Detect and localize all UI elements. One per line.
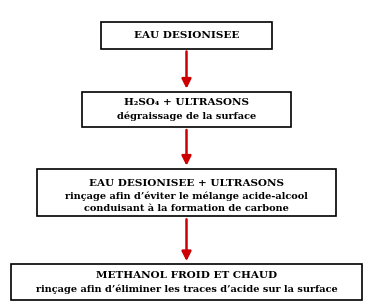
FancyBboxPatch shape: [11, 264, 362, 299]
FancyBboxPatch shape: [101, 22, 272, 48]
FancyBboxPatch shape: [37, 168, 336, 216]
Text: rinçage afin d’éliminer les traces d’acide sur la surface: rinçage afin d’éliminer les traces d’aci…: [36, 284, 337, 294]
Text: EAU DESIONISEE + ULTRASONS: EAU DESIONISEE + ULTRASONS: [89, 179, 284, 188]
Text: rinçage afin d’éviter le mélange acide-alcool
conduisant à la formation de carbo: rinçage afin d’éviter le mélange acide-a…: [65, 191, 308, 213]
Text: dégraissage de la surface: dégraissage de la surface: [117, 112, 256, 121]
FancyBboxPatch shape: [82, 92, 291, 127]
Text: METHANOL FROID ET CHAUD: METHANOL FROID ET CHAUD: [96, 271, 277, 280]
Text: EAU DESIONISEE: EAU DESIONISEE: [134, 31, 239, 40]
Text: H₂SO₄ + ULTRASONS: H₂SO₄ + ULTRASONS: [124, 99, 249, 107]
